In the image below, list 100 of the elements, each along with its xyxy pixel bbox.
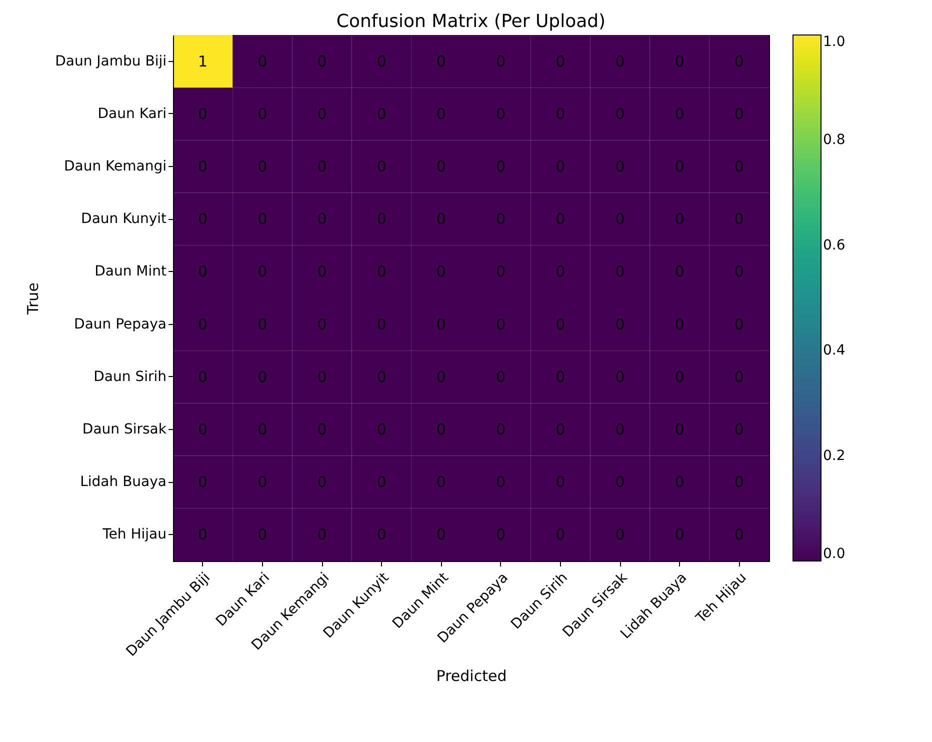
data-label: 0 xyxy=(615,368,625,386)
data-label: 0 xyxy=(258,158,268,176)
data-label: 0 xyxy=(615,315,625,334)
data-label: 0 xyxy=(436,315,446,334)
data-label: 0 xyxy=(674,158,684,176)
data-label: 0 xyxy=(556,315,566,334)
y-tick-label: Daun Jambu Biji xyxy=(55,53,166,70)
data-label: 0 xyxy=(556,420,566,438)
data-label: 0 xyxy=(556,473,566,492)
data-label: 0 xyxy=(376,420,386,438)
data-label: 0 xyxy=(198,315,208,334)
data-label: 0 xyxy=(556,52,566,70)
data-label: 0 xyxy=(615,210,625,228)
data-label: 0 xyxy=(496,315,506,334)
data-label: 0 xyxy=(496,473,506,492)
data-label: 0 xyxy=(615,473,625,492)
data-label: 0 xyxy=(376,104,386,123)
color-bar-label: 1.0 xyxy=(823,34,846,50)
data-label: 0 xyxy=(258,420,268,438)
data-label: 0 xyxy=(317,315,327,334)
data-label: 0 xyxy=(734,315,744,334)
data-label: 0 xyxy=(317,210,327,228)
data-label: 0 xyxy=(734,262,744,281)
y-tick-label: Teh Hijau xyxy=(102,526,166,543)
data-label: 0 xyxy=(376,368,386,386)
data-label: 0 xyxy=(556,104,566,123)
data-label: 0 xyxy=(674,368,684,386)
data-label: 0 xyxy=(556,262,566,281)
data-label: 0 xyxy=(376,526,386,544)
data-label: 0 xyxy=(258,473,268,492)
data-label: 0 xyxy=(258,52,268,70)
data-label: 0 xyxy=(198,104,208,123)
data-label: 0 xyxy=(674,315,684,334)
y-tick-label: Daun Pepaya xyxy=(74,316,166,332)
data-label: 1 xyxy=(198,52,208,70)
data-label: 0 xyxy=(734,368,744,386)
data-label: 0 xyxy=(198,368,208,386)
data-label: 0 xyxy=(258,368,268,386)
y-tick-label: Lidah Buaya xyxy=(80,474,166,490)
data-label: 0 xyxy=(734,104,744,123)
y-tick-label: Daun Kari xyxy=(98,106,166,122)
data-label: 0 xyxy=(376,315,386,334)
data-label: 0 xyxy=(317,262,327,281)
data-label: 0 xyxy=(436,158,446,176)
color-bar-label: 0.2 xyxy=(823,448,846,464)
data-label: 0 xyxy=(258,262,268,281)
data-label: 0 xyxy=(674,473,684,492)
data-label: 0 xyxy=(436,473,446,492)
data-label: 0 xyxy=(436,368,446,386)
y-tick-label: Daun Mint xyxy=(94,264,168,280)
data-label: 0 xyxy=(734,158,744,176)
data-label: 0 xyxy=(556,210,566,228)
color-bar-label: 0.8 xyxy=(823,132,846,148)
data-label: 0 xyxy=(317,526,327,544)
data-label: 0 xyxy=(674,52,684,70)
data-label: 0 xyxy=(615,52,625,70)
data-label: 0 xyxy=(496,262,506,281)
data-label: 0 xyxy=(615,526,625,544)
data-label: 0 xyxy=(615,262,625,281)
data-label: 0 xyxy=(258,315,268,334)
data-label: 0 xyxy=(556,368,566,386)
data-label: 0 xyxy=(376,158,386,176)
data-label: 0 xyxy=(615,420,625,438)
data-label: 0 xyxy=(734,420,744,438)
data-label: 0 xyxy=(198,473,208,492)
data-label: 0 xyxy=(436,52,446,70)
data-label: 0 xyxy=(496,104,506,123)
data-label: 0 xyxy=(674,262,684,281)
data-label: 0 xyxy=(734,473,744,492)
y-tick-label: Daun Kunyit xyxy=(81,211,168,228)
data-label: 0 xyxy=(496,210,506,228)
data-label: 0 xyxy=(436,210,446,228)
data-label: 0 xyxy=(198,526,208,544)
data-label: 0 xyxy=(615,158,625,176)
data-label: 0 xyxy=(317,104,327,123)
data-label: 0 xyxy=(496,52,506,70)
color-bar-label: 0.6 xyxy=(823,237,846,254)
data-label: 0 xyxy=(496,158,506,176)
data-label: 0 xyxy=(317,158,327,176)
data-label: 0 xyxy=(436,420,446,438)
data-label: 0 xyxy=(734,210,744,228)
data-label: 0 xyxy=(556,158,566,176)
data-label: 0 xyxy=(317,52,327,70)
data-label: 0 xyxy=(376,52,386,70)
data-label: 0 xyxy=(496,526,506,544)
data-label: 0 xyxy=(436,104,446,123)
y-tick-label: Daun Sirsak xyxy=(82,422,168,438)
y-tick-label: Daun Sirih xyxy=(94,368,166,385)
data-label: 0 xyxy=(317,473,327,492)
data-label: 0 xyxy=(734,526,744,544)
data-label: 0 xyxy=(376,262,386,281)
data-label: 0 xyxy=(615,104,625,123)
data-label: 0 xyxy=(436,262,446,281)
data-label: 0 xyxy=(496,420,506,438)
data-label: 0 xyxy=(674,526,684,544)
x-axis-title: Predicted xyxy=(436,667,507,686)
data-label: 0 xyxy=(198,420,208,438)
data-label: 0 xyxy=(317,420,327,438)
y-tick-label: Daun Kemangi xyxy=(64,158,166,174)
color-bar-label: 0.4 xyxy=(823,342,846,359)
